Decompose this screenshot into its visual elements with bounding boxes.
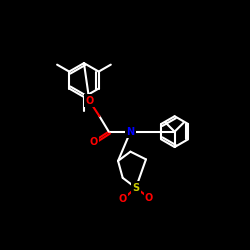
Text: O: O (145, 193, 153, 203)
Text: O: O (85, 96, 94, 106)
Text: N: N (126, 127, 134, 137)
Text: S: S (132, 183, 140, 193)
Text: O: O (118, 194, 127, 204)
Text: O: O (89, 137, 98, 147)
